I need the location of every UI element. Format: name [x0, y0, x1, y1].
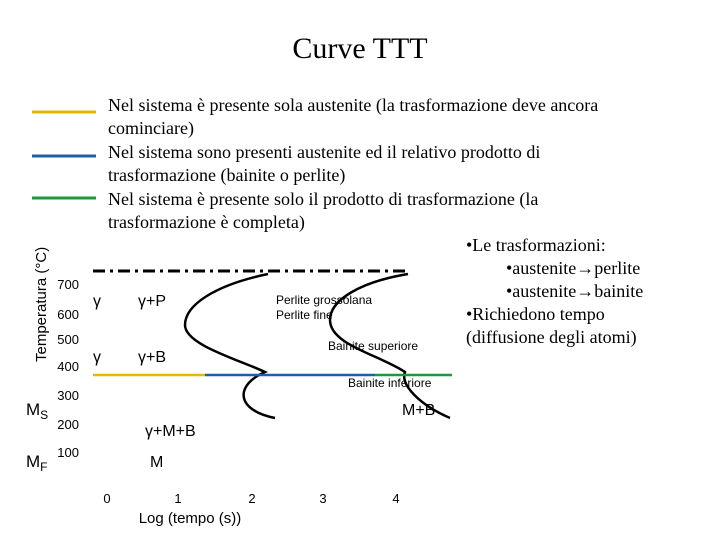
region: γ+P — [138, 293, 166, 310]
y-tick-label: 400 — [57, 359, 79, 374]
y-axis-label: Temperatura (°C) — [33, 247, 50, 362]
legend-line-text: Nel sistema è presente solo il prodotto … — [108, 189, 538, 210]
y-tick-label: 200 — [57, 417, 79, 432]
note: (diffusione degli atomi) — [466, 327, 637, 348]
ms-label: MS — [26, 400, 48, 422]
legend-text: Nel sistema è presente sola austenite (l… — [108, 95, 598, 233]
y-tick-label: 600 — [57, 307, 79, 322]
legend-line-text: cominciare) — [108, 118, 194, 139]
y-tick-label: 700 — [57, 277, 79, 292]
region: γ+B — [138, 349, 166, 366]
annotations: Perlite grossolana Perlite fine Bainite … — [276, 293, 432, 390]
region: γ+M+B — [145, 423, 196, 440]
x-axis-label: Log (tempo (s)) — [139, 510, 242, 527]
ms-sub: S — [40, 408, 48, 422]
legend-line-text: Nel sistema è presente sola austenite (l… — [108, 95, 598, 116]
notes: •Le trasformazioni: •austenite→perlite •… — [466, 235, 643, 348]
region: γ — [93, 349, 101, 366]
note: •Le trasformazioni: — [466, 235, 606, 255]
region: γ — [93, 293, 101, 310]
start-curve — [183, 272, 276, 420]
y-tick-label: 300 — [57, 388, 79, 403]
legend-line-text: trasformazione è completa) — [108, 212, 305, 233]
end-curve — [328, 272, 451, 420]
x-ticks: 0 1 2 3 4 — [103, 491, 399, 506]
region: M — [150, 454, 163, 471]
mf-label: MF — [26, 452, 48, 474]
note: •austenite→bainite — [506, 281, 643, 301]
y-ticks: 700 600 500 400 300 200 100 — [57, 277, 79, 460]
x-tick-label: 3 — [319, 491, 326, 506]
annotation: Perlite grossolana — [276, 293, 372, 307]
regions: γ γ+P γ γ+B γ+M+B M M+B — [93, 293, 435, 471]
annotation: Bainite inferiore — [348, 376, 432, 390]
x-tick-label: 4 — [392, 491, 399, 506]
annotation: Bainite superiore — [328, 339, 418, 353]
x-tick-label: 2 — [248, 491, 255, 506]
x-tick-label: 1 — [174, 491, 181, 506]
legend-line-text: Nel sistema sono presenti austenite ed i… — [108, 142, 540, 162]
annotation: Perlite fine — [276, 308, 333, 322]
legend-line-text: trasformazione (bainite o perlite) — [108, 165, 345, 186]
x-tick-label: 0 — [103, 491, 110, 506]
y-tick-label: 500 — [57, 332, 79, 347]
note: •Richiedono tempo — [466, 304, 605, 324]
title: Curve TTT — [292, 32, 427, 65]
y-tick-label: 100 — [57, 445, 79, 460]
region: M+B — [402, 402, 435, 419]
ms-main: M — [26, 400, 40, 419]
mf-sub: F — [40, 460, 47, 474]
note: •austenite→perlite — [506, 258, 640, 278]
mf-main: M — [26, 452, 40, 471]
